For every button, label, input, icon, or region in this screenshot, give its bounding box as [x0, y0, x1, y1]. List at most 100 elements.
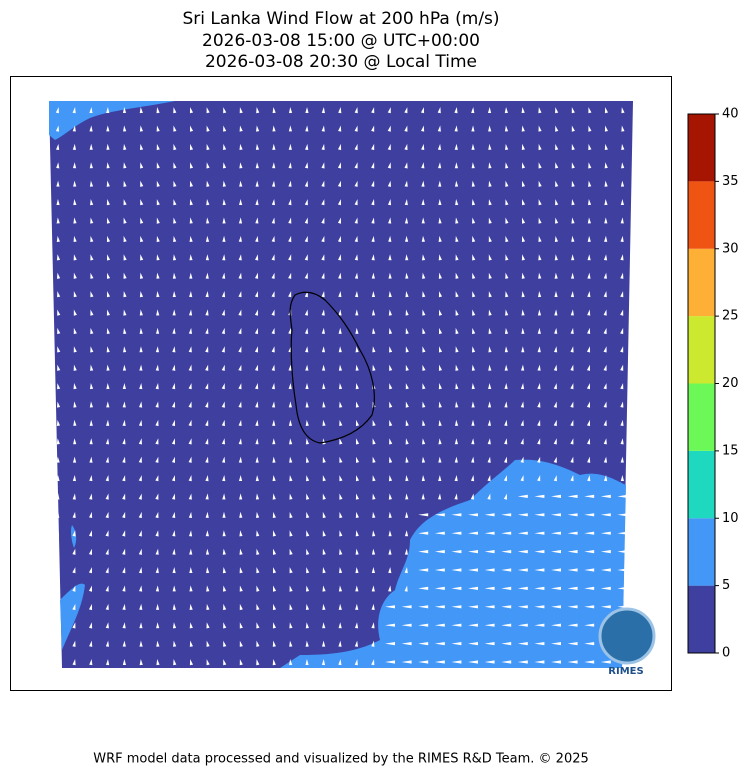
wind-arrow: [255, 493, 260, 500]
wind-arrow: [454, 180, 459, 187]
wind-arrow: [306, 530, 310, 537]
wind-arrow: [122, 107, 127, 114]
wind-arrow: [321, 162, 325, 169]
wind-arrow: [122, 475, 126, 482]
wind-arrow: [156, 272, 160, 279]
wind-arrow: [438, 180, 442, 187]
wind-arrow: [501, 513, 512, 517]
wind-arrow: [222, 511, 226, 518]
wind-arrow: [337, 235, 342, 243]
wind-arrow: [239, 107, 243, 114]
wind-arrow: [385, 660, 395, 664]
wind-patch: [70, 525, 77, 548]
wind-arrow: [73, 364, 77, 371]
wind-arrow: [586, 419, 591, 427]
wind-arrow: [189, 254, 193, 261]
wind-arrows: [55, 107, 628, 666]
wind-arrow: [617, 568, 628, 572]
wind-arrow: [604, 217, 608, 224]
wind-arrow: [288, 401, 292, 408]
wind-arrow: [206, 640, 210, 647]
wind-arrow: [422, 383, 426, 390]
wind-arrow: [89, 456, 93, 463]
wind-arrow: [520, 401, 524, 408]
wind-arrow: [123, 254, 127, 261]
wind-arrow: [306, 511, 310, 519]
wind-arrow: [603, 456, 608, 463]
wind-arrow: [206, 622, 210, 629]
subtitle: 2026-03-08 20:30 @ Local Time: [205, 52, 477, 72]
wind-arrow: [288, 143, 292, 150]
wind-arrow: [438, 254, 442, 261]
wind-arrow: [223, 107, 227, 114]
wind-arrow: [421, 456, 426, 463]
wind-arrow: [355, 603, 359, 610]
wind-arrow: [555, 125, 559, 132]
wind-arrow: [551, 660, 561, 664]
wind-arrow: [57, 327, 61, 335]
wind-arrow: [338, 254, 342, 261]
wind-arrow: [554, 254, 558, 261]
wind-arrow: [571, 180, 575, 187]
wind-arrow: [189, 567, 193, 574]
wind-arrow: [388, 548, 392, 555]
wind-arrow: [338, 603, 342, 610]
wind-arrow: [56, 199, 60, 206]
wind-arrow: [604, 199, 608, 206]
wind-arrow: [123, 217, 127, 224]
wind-arrow: [388, 567, 392, 574]
wind-arrow: [304, 309, 309, 316]
wind-arrow: [404, 143, 408, 151]
wind-arrow: [488, 180, 492, 187]
wind-arrow: [372, 456, 376, 463]
wind-arrow: [355, 364, 359, 371]
wind-arrow: [455, 254, 459, 261]
wind-arrow: [338, 364, 343, 371]
wind-arrow: [73, 327, 77, 335]
wind-arrow: [422, 327, 426, 335]
wind-arrow: [239, 162, 243, 169]
wind-arrow: [505, 143, 509, 151]
wind-arrow: [138, 456, 142, 463]
wind-arrow: [188, 383, 192, 390]
wind-arrow: [537, 383, 541, 390]
wind-arrow: [538, 235, 542, 243]
wind-arrow: [404, 567, 408, 574]
wind-arrow: [138, 548, 142, 555]
wind-arrow: [421, 143, 425, 151]
wind-arrow: [155, 493, 159, 500]
wind-arrow: [139, 603, 143, 610]
wind-arrow: [567, 586, 578, 590]
colorbar-band: [688, 585, 715, 653]
wind-arrow: [434, 660, 445, 664]
wind-arrow: [337, 199, 342, 206]
wind-arrow: [517, 550, 528, 554]
wind-arrow: [305, 143, 309, 150]
wind-arrow: [521, 254, 525, 261]
wind-arrow: [437, 125, 441, 132]
wind-arrow: [487, 493, 491, 500]
wind-arrow: [189, 603, 193, 610]
wind-arrow: [451, 568, 462, 572]
wind-arrow: [451, 605, 462, 609]
wind-arrow: [553, 438, 557, 445]
wind-arrow: [223, 125, 227, 132]
wind-arrow: [271, 180, 276, 187]
wind-arrow: [570, 456, 574, 463]
wind-arrow: [255, 199, 259, 206]
wind-arrow: [503, 475, 508, 482]
wind-arrow: [454, 419, 459, 426]
wind-arrow: [321, 309, 325, 316]
wind-arrow: [372, 530, 376, 537]
wind-arrow: [88, 585, 93, 592]
wind-arrow: [517, 568, 528, 572]
wind-arrow: [488, 199, 492, 206]
wind-arrow: [338, 346, 342, 353]
wind-arrow: [221, 364, 225, 371]
wind-arrow: [321, 254, 325, 261]
wind-arrow: [567, 494, 578, 498]
wind-arrow: [388, 291, 392, 298]
wind-arrow: [106, 401, 110, 408]
wind-arrow: [123, 162, 127, 169]
wind-arrow: [122, 585, 126, 592]
